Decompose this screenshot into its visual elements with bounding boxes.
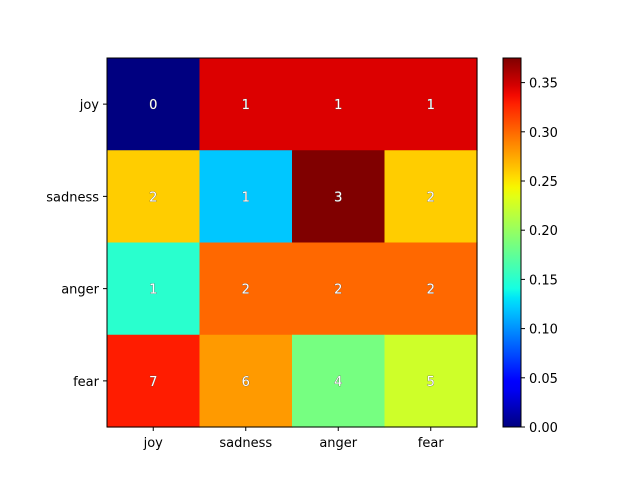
heatmap-cell-sadness-anger xyxy=(292,150,386,244)
heatmap-cell-anger-fear xyxy=(384,242,478,336)
colorbar-gradient xyxy=(503,58,521,427)
y-tick-label: fear xyxy=(73,375,100,390)
heatmap-cell-fear-fear xyxy=(384,334,478,428)
heatmap-cells xyxy=(107,58,478,428)
colorbar-frame xyxy=(502,57,522,428)
cell-annotation: 1 xyxy=(242,190,250,205)
y-tick-label: anger xyxy=(61,283,99,298)
colorbar-tick-label: 0.35 xyxy=(529,77,558,92)
cell-annotation: 3 xyxy=(334,190,342,205)
colorbar-tick-label: 0.25 xyxy=(529,175,558,190)
heatmap-cell-joy-joy xyxy=(107,58,201,151)
heatmap-cell-joy-anger xyxy=(292,58,386,151)
heatmap-cell-joy-fear xyxy=(384,58,478,151)
colorbar-tick-label: 0.15 xyxy=(529,273,558,288)
cell-annotations: 0 1 1 1 2 1 3 2 1 2 2 2 7 6 4 5 xyxy=(149,98,435,390)
x-tick-label: anger xyxy=(319,436,357,451)
heatmap-cell-fear-joy xyxy=(107,334,201,428)
heatmap-cell-anger-joy xyxy=(107,242,201,336)
x-tick-label: fear xyxy=(418,436,445,451)
heatmap-cell-sadness-joy xyxy=(107,150,201,244)
cell-annotation: 1 xyxy=(242,98,250,113)
x-axis: joy sadness anger fear xyxy=(143,427,445,451)
colorbar: 0.00 0.05 0.10 0.15 0.20 0.25 0.30 0.35 xyxy=(502,57,558,436)
y-axis: joy sadness anger fear xyxy=(46,98,107,390)
cell-annotation: 4 xyxy=(334,375,342,390)
plot-frame xyxy=(106,57,478,428)
heatmap-cell-anger-anger xyxy=(292,242,386,336)
heatmap-cell-fear-anger xyxy=(292,334,386,428)
cell-annotation: 1 xyxy=(149,283,157,298)
cell-annotation: 2 xyxy=(427,283,435,298)
cell-annotation: 2 xyxy=(334,283,342,298)
colorbar-tick-label: 0.20 xyxy=(529,224,558,239)
heatmap-cell-anger-sadness xyxy=(199,242,293,336)
heatmap-cell-sadness-sadness xyxy=(199,150,293,244)
colorbar-tick-label: 0.30 xyxy=(529,126,558,141)
heatmap-cell-sadness-fear xyxy=(384,150,478,244)
cell-annotation: 1 xyxy=(334,98,342,113)
heatmap-cell-fear-sadness xyxy=(199,334,293,428)
colorbar-tick-label: 0.05 xyxy=(529,372,558,387)
x-tick-label: joy xyxy=(143,436,164,451)
x-tick-label: sadness xyxy=(219,436,272,451)
cell-annotation: 0 xyxy=(149,98,157,113)
cell-annotation: 2 xyxy=(242,283,250,298)
colorbar-tick-label: 0.10 xyxy=(529,323,558,338)
cell-annotation: 2 xyxy=(149,190,157,205)
y-tick-label: joy xyxy=(79,98,100,113)
cell-annotation: 2 xyxy=(427,190,435,205)
cell-annotation: 7 xyxy=(149,375,157,390)
cell-annotation: 5 xyxy=(427,375,435,390)
colorbar-tick-label: 0.00 xyxy=(529,421,558,436)
colorbar-ticks: 0.00 0.05 0.10 0.15 0.20 0.25 0.30 0.35 xyxy=(521,77,558,436)
cell-annotation: 6 xyxy=(242,375,250,390)
heatmap-cell-joy-sadness xyxy=(199,58,293,151)
cell-annotation: 1 xyxy=(427,98,435,113)
y-tick-label: sadness xyxy=(46,190,99,205)
